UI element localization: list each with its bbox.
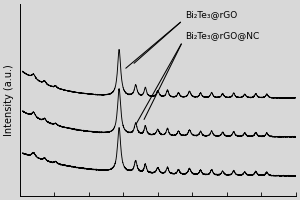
Text: Bi₂Te₃@rGO: Bi₂Te₃@rGO [185,10,238,19]
Text: Bi₂Te₃@rGO@NC: Bi₂Te₃@rGO@NC [185,31,260,40]
Y-axis label: Intensity (a.u.): Intensity (a.u.) [4,64,14,136]
